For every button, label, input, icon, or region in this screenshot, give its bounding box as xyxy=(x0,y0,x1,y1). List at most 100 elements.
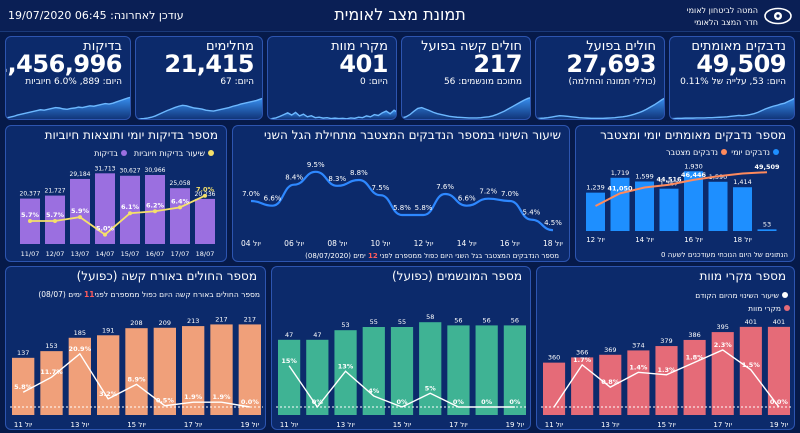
bar-value-label: 55 xyxy=(398,318,406,326)
sparkline-line xyxy=(268,109,396,119)
kpi-label: בדיקות xyxy=(83,39,122,54)
org-name: המטה לביטחון לאומי חדר המצב הלאומי xyxy=(687,5,758,29)
bar-value-label: 47 xyxy=(285,331,293,339)
bar xyxy=(571,357,594,415)
rate-point xyxy=(203,193,207,198)
bar-value-label: 395 xyxy=(717,323,729,331)
pct-label: 0% xyxy=(396,398,408,406)
pct-label: 13% xyxy=(338,362,354,370)
bar-value-label: 47 xyxy=(313,331,321,339)
pct-label: 15% xyxy=(281,357,297,365)
kpi-sparkline xyxy=(536,97,664,119)
deaths-chart: 360 11 יול 366 369 13 יול 374 379 15 יול 386 395 1… xyxy=(541,291,792,429)
bar-value-label: 209 xyxy=(159,319,171,327)
bar xyxy=(503,325,526,415)
legend-swatch xyxy=(784,305,790,311)
legend-swatch xyxy=(773,149,779,155)
bar-value-label: 20,377 xyxy=(20,191,41,198)
kpi-label: מחלימים xyxy=(206,39,254,54)
sparkline-line xyxy=(136,97,262,119)
pct-label: 20.9% xyxy=(69,345,92,353)
x-tick-label: 16/07 xyxy=(146,250,165,258)
x-tick-label: 15/07 xyxy=(121,250,140,258)
bar-value-label: 31,713 xyxy=(95,165,116,172)
cumulative-label: 49,509 xyxy=(754,163,780,171)
legend-label: נדבקים יומי xyxy=(731,148,770,157)
pct-label: 11.7% xyxy=(40,368,63,376)
sparkline-line xyxy=(6,96,130,119)
x-tick-label: 13/07 xyxy=(71,250,90,258)
x-tick-label: 12 יול xyxy=(586,236,605,244)
bar-value-label: 401 xyxy=(773,318,785,326)
kpi-sparkline xyxy=(670,97,794,119)
rate-point xyxy=(153,209,157,214)
ventilated-card: מספר המונשמים (כפועל) 47 11 יול 47 53 13 יול… xyxy=(271,266,531,430)
bar-value-label: 369 xyxy=(604,346,616,354)
bar-value-label: 153 xyxy=(45,342,57,350)
bar xyxy=(12,357,35,415)
bar-value-label: 374 xyxy=(632,341,644,349)
x-tick-label: 11 יול xyxy=(14,421,33,429)
bar xyxy=(153,327,176,415)
pct-label: 2.3% xyxy=(714,341,733,349)
subtitle-text: ימים xyxy=(66,290,84,299)
kpi-card: מקרי מוות 401 היום: 0 xyxy=(267,36,397,120)
x-tick-label: 16 יול xyxy=(684,236,703,244)
pct-label: 0.8% xyxy=(601,378,620,386)
pct-label: 1.4% xyxy=(629,363,648,371)
bar-value-label: 1,930 xyxy=(684,162,703,170)
cumulative-label: 41,050 xyxy=(607,184,633,192)
x-tick-label: 13 יול xyxy=(336,421,355,429)
sparkline-area xyxy=(670,98,794,119)
daily-tests-chart: בדיקות שיעור בדיקות חיוביות 20,377 11/07 21,… xyxy=(20,149,216,258)
bar xyxy=(419,322,442,415)
x-tick-label: 14/07 xyxy=(96,250,115,258)
x-tick-label: 17 יול xyxy=(184,421,203,429)
growth-value-label: 8.3% xyxy=(328,175,346,183)
x-tick-label: 17/07 xyxy=(171,250,190,258)
bar xyxy=(362,327,385,415)
growth-footnote: מספר הנדבקים המצטבר בגל השני היום כפול מ… xyxy=(305,252,559,260)
x-tick-label: 18 יול xyxy=(733,236,752,244)
updated-label: עודכן לאחרונה: xyxy=(110,9,184,22)
sparkline-area xyxy=(536,98,664,119)
bar-value-label: 29,184 xyxy=(70,171,91,178)
x-tick-label: 18/07 xyxy=(196,250,215,258)
growth-line xyxy=(250,170,554,232)
kpi-value: 27,693 xyxy=(566,50,656,78)
pct-label: 0% xyxy=(453,398,465,406)
pct-label: 1.9% xyxy=(184,393,203,401)
growth-value-label: 8.8% xyxy=(350,169,368,177)
x-tick-label: 13 יול xyxy=(601,421,620,429)
bar xyxy=(210,324,233,415)
severe-subtitle: מספר החולים באורח קשה היום כפול ממספרם ל… xyxy=(38,290,260,299)
growth-value-label: 5.8% xyxy=(393,204,411,212)
daily-bar xyxy=(684,171,703,231)
bar xyxy=(447,325,470,415)
legend-label: שיעור בדיקות חיוביות xyxy=(134,149,206,158)
x-tick-label: 19 יול xyxy=(770,421,789,429)
tests-bar xyxy=(170,188,190,244)
x-tick-label: 15 יול xyxy=(393,421,412,429)
bar-value-label: 1,719 xyxy=(611,169,630,177)
kpi-subtext: היום: 0 xyxy=(360,77,388,87)
kpi-card: חולים בפועל 27,693 (כוללי תמונה והחלמה) xyxy=(535,36,665,120)
pct-label: 0.0% xyxy=(241,398,260,406)
subtitle-number: 11 xyxy=(84,290,94,299)
rate-point xyxy=(178,205,182,210)
kpi-value: 49,509 xyxy=(696,50,786,78)
legend-swatch xyxy=(782,292,788,298)
bar xyxy=(683,339,706,415)
x-tick-label: 15 יול xyxy=(127,421,146,429)
bar-value-label: 56 xyxy=(454,316,462,324)
legend-label: שיעור השינוי מהיום הקודם xyxy=(695,291,779,300)
pct-label: 1.8% xyxy=(686,353,705,361)
bar-value-label: 25,058 xyxy=(170,180,191,187)
x-tick-label: 15 יול xyxy=(657,421,676,429)
bar xyxy=(599,354,622,415)
pct-label: 8.9% xyxy=(127,375,146,383)
rate-label: 5.7% xyxy=(21,211,40,219)
pct-label: 0% xyxy=(481,398,493,406)
bar-value-label: 56 xyxy=(483,316,491,324)
bar-value-label: 137 xyxy=(17,349,29,357)
